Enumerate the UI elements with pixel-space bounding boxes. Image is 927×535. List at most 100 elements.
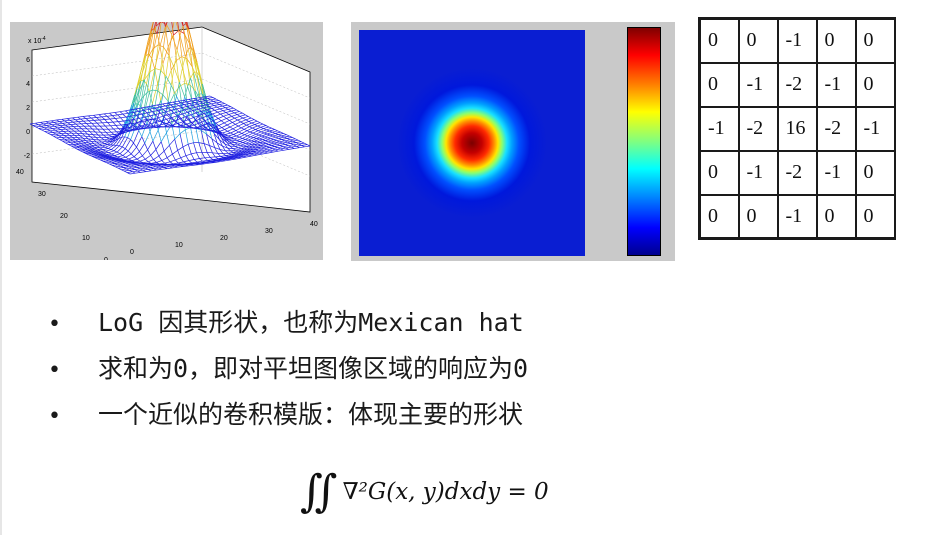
mesh-line xyxy=(209,115,216,119)
mesh-line xyxy=(185,153,192,157)
mesh-line xyxy=(109,118,116,120)
mesh-line xyxy=(123,158,129,161)
mesh-line xyxy=(118,127,125,130)
mesh-line xyxy=(243,126,250,130)
mesh-line xyxy=(62,126,69,128)
mesh-line xyxy=(189,84,196,92)
mesh-line xyxy=(152,89,158,92)
mesh-line xyxy=(145,170,152,172)
mesh-line xyxy=(228,138,232,142)
mesh-line xyxy=(246,143,252,147)
mesh-line xyxy=(104,155,111,158)
mesh-line xyxy=(176,35,181,51)
mesh-line xyxy=(188,47,192,50)
mesh-line xyxy=(44,130,51,132)
mesh-line xyxy=(210,125,214,129)
mesh-line xyxy=(133,112,140,119)
mesh-line xyxy=(75,123,80,127)
mesh-line xyxy=(136,114,140,119)
mesh-line xyxy=(149,131,154,142)
mesh-line xyxy=(163,164,167,167)
mesh-line xyxy=(111,151,118,155)
mesh-line xyxy=(128,112,134,114)
mesh-line xyxy=(156,168,162,171)
mesh-line xyxy=(229,145,234,149)
mesh-line xyxy=(266,133,271,136)
mesh-line xyxy=(105,125,109,130)
mesh-line xyxy=(239,139,246,142)
mesh-line xyxy=(158,44,164,48)
mesh-line xyxy=(124,139,131,149)
mesh-line xyxy=(278,134,282,137)
mesh-line xyxy=(223,138,228,143)
mesh-line xyxy=(161,22,167,25)
mesh-line xyxy=(86,143,92,146)
mesh-line xyxy=(118,120,124,122)
mesh-line xyxy=(216,132,221,135)
mesh-line xyxy=(64,119,71,122)
mesh-line xyxy=(182,68,188,87)
mesh-line xyxy=(178,99,184,102)
mesh-line xyxy=(104,119,108,123)
mesh-line xyxy=(251,154,258,157)
mesh-line xyxy=(56,118,62,121)
mesh-line xyxy=(87,133,91,138)
mesh-line xyxy=(219,129,225,132)
mesh-line xyxy=(237,143,241,146)
mesh-line xyxy=(136,122,141,127)
mesh-line xyxy=(292,140,297,143)
mesh-line xyxy=(174,133,181,140)
mesh-line xyxy=(284,139,291,142)
mesh-line xyxy=(227,147,231,152)
mesh-line xyxy=(129,169,135,171)
mesh-line xyxy=(254,141,258,143)
mesh-line xyxy=(112,121,119,123)
mesh-line xyxy=(238,123,244,127)
mesh-line xyxy=(222,153,227,156)
mesh-line xyxy=(282,142,286,145)
mesh-line xyxy=(191,120,197,123)
mesh-line xyxy=(255,131,262,135)
mesh-line xyxy=(281,134,287,137)
mesh-line xyxy=(150,155,154,160)
mesh-line xyxy=(157,129,162,142)
mesh-line xyxy=(222,110,227,113)
mesh-line xyxy=(206,134,210,146)
mesh-line xyxy=(80,118,84,122)
mesh-line xyxy=(211,106,218,109)
mesh-line xyxy=(130,139,134,144)
mesh-line xyxy=(269,147,273,150)
mesh-line xyxy=(107,128,112,133)
mesh-line xyxy=(217,118,222,121)
mesh-line xyxy=(269,134,274,137)
mesh-line xyxy=(211,161,215,163)
kernel-cell: -2 xyxy=(776,149,818,196)
mesh-line xyxy=(158,167,162,170)
mesh-line xyxy=(124,130,131,133)
mesh-line xyxy=(184,86,188,97)
mesh-line xyxy=(203,143,210,146)
mesh-line xyxy=(228,107,234,110)
mesh-line xyxy=(221,127,225,130)
mesh-line xyxy=(272,150,279,153)
mesh-line xyxy=(166,119,170,123)
mesh-line xyxy=(190,122,195,126)
mesh-line xyxy=(195,105,201,108)
mesh-line xyxy=(252,147,259,150)
mesh-line xyxy=(183,160,189,163)
mesh-line xyxy=(209,111,213,115)
mesh-line xyxy=(206,108,212,111)
mesh-line xyxy=(165,70,172,85)
mesh-line xyxy=(170,67,175,86)
mesh-line xyxy=(211,102,217,105)
mesh-line xyxy=(268,142,275,145)
mesh-line xyxy=(125,115,132,118)
mesh-line xyxy=(228,152,234,154)
mesh-line xyxy=(104,141,111,144)
mesh-line xyxy=(258,147,262,149)
mesh-line xyxy=(170,85,177,97)
mesh-line xyxy=(91,117,97,119)
mesh-line xyxy=(41,128,48,131)
mesh-line xyxy=(239,114,246,117)
z-scale-label: x 10-4 xyxy=(28,36,46,45)
